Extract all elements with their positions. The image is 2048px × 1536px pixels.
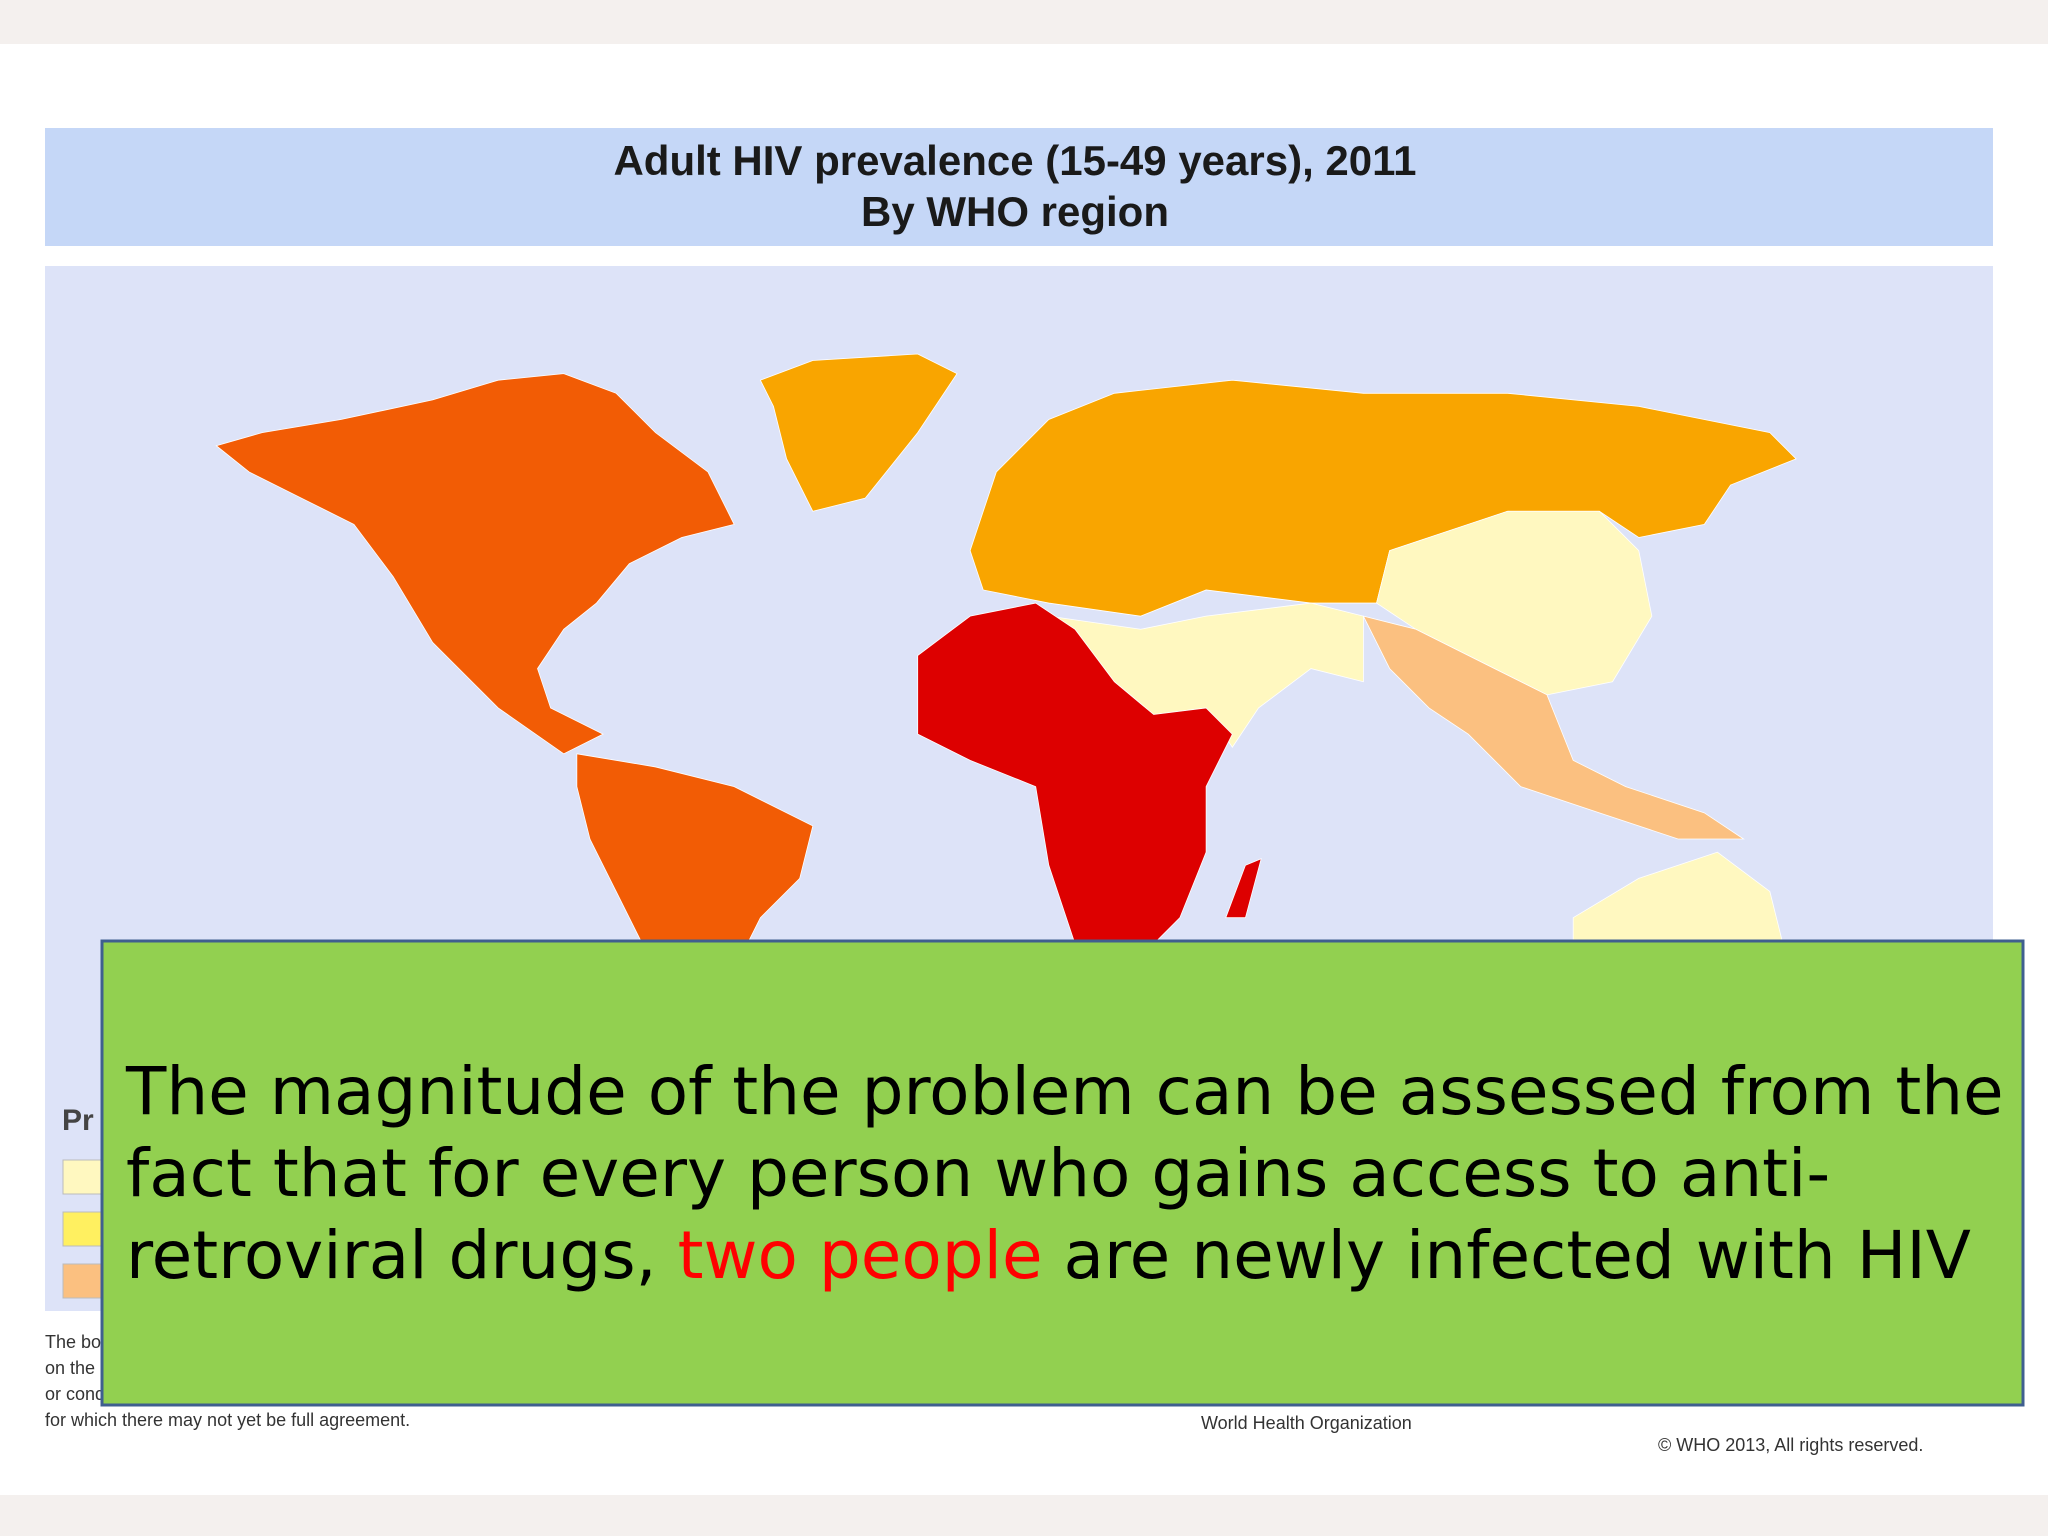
americas-south [576,753,814,945]
south-east-asia [1362,615,1745,840]
legend-title: Pr [62,1104,94,1137]
africa [917,602,1233,945]
overlay-line: fact that for every person who gains acc… [126,1135,1830,1212]
bottom-band [0,1495,2048,1536]
greenland [759,353,958,512]
madagascar [1225,858,1262,919]
text-box [100,939,2025,1407]
top-band [0,0,2048,44]
overlay-line: retroviral drugs, two people are newly i… [126,1217,1971,1294]
footer-note: or cond [45,1384,105,1404]
title-band [45,128,1993,246]
overlay-text: retroviral drugs, [126,1217,678,1294]
legend-swatch [62,1263,104,1299]
footer-note: for which there may not yet be full agre… [45,1410,410,1430]
map-subtitle: By WHO region [861,188,1169,235]
footer-copyright: © WHO 2013, All rights reserved. [1658,1435,1923,1455]
footer-source: World Health Organization [1201,1413,1412,1433]
americas-north [215,373,735,755]
footer-note: The bo [45,1332,101,1352]
overlay-line: The magnitude of the problem can be asse… [125,1053,2004,1130]
overlay-highlight: two people [678,1217,1043,1294]
legend-swatch [62,1159,104,1195]
europe [969,379,1797,617]
world-map [215,353,1797,945]
western-pacific [1376,510,1653,696]
map-title: Adult HIV prevalence (15-49 years), 2011 [613,137,1416,184]
overlay-text: are newly infected with HIV [1043,1217,1971,1294]
footer-note: on the [45,1358,95,1378]
legend-swatch [62,1211,104,1247]
